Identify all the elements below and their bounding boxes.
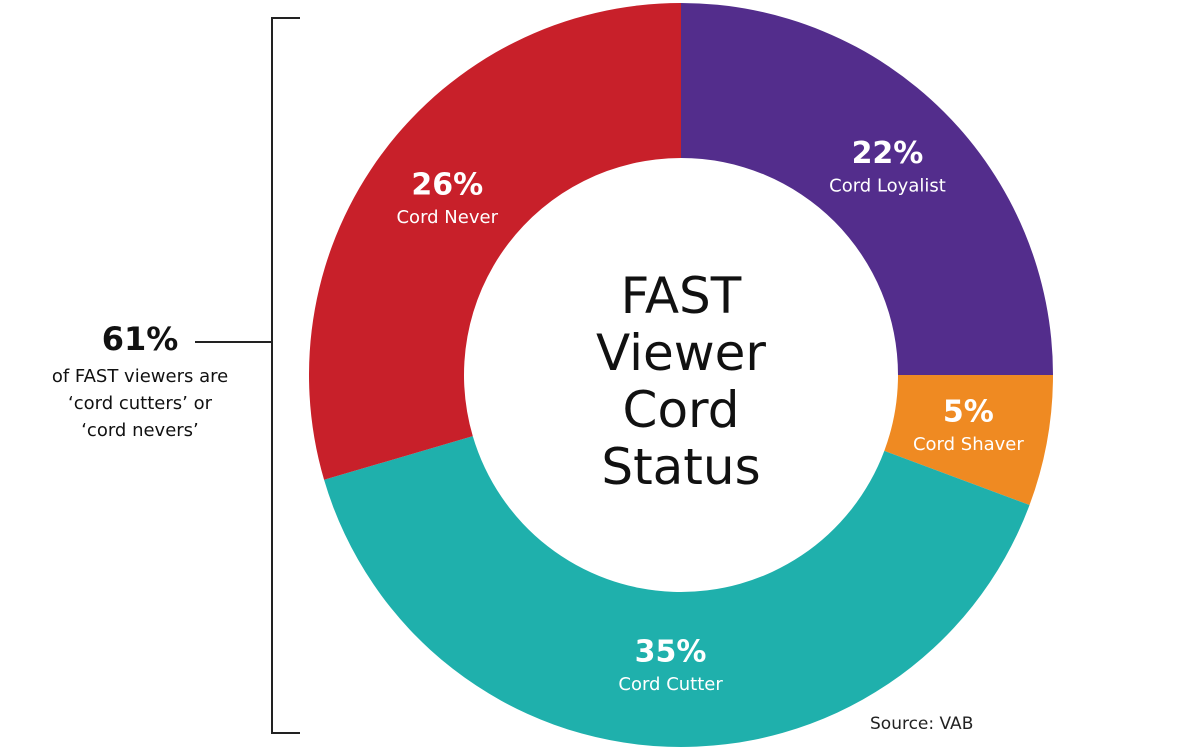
category-label: Cord Never: [396, 207, 498, 228]
annotation-value: 61%: [101, 320, 179, 358]
donut-segment: [324, 436, 1030, 747]
value-label: 35%: [635, 634, 707, 669]
source: Source: VAB: [870, 714, 974, 734]
donut-segment: [884, 375, 1053, 506]
donut-segment: [309, 3, 681, 480]
category-label: Cord Cutter: [618, 674, 723, 695]
value-label: 5%: [943, 394, 994, 429]
value-label: 22%: [852, 136, 924, 171]
annotation-text: of FAST viewers are ‘cord cutters’ or ‘c…: [51, 366, 229, 441]
donut-segment: [681, 3, 1053, 375]
bracket: [195, 17, 300, 734]
chart-title: FAST Viewer Cord Status: [596, 267, 766, 496]
category-label: Cord Shaver: [913, 434, 1024, 455]
category-label: Cord Loyalist: [829, 176, 946, 197]
value-label: 26%: [411, 168, 483, 203]
